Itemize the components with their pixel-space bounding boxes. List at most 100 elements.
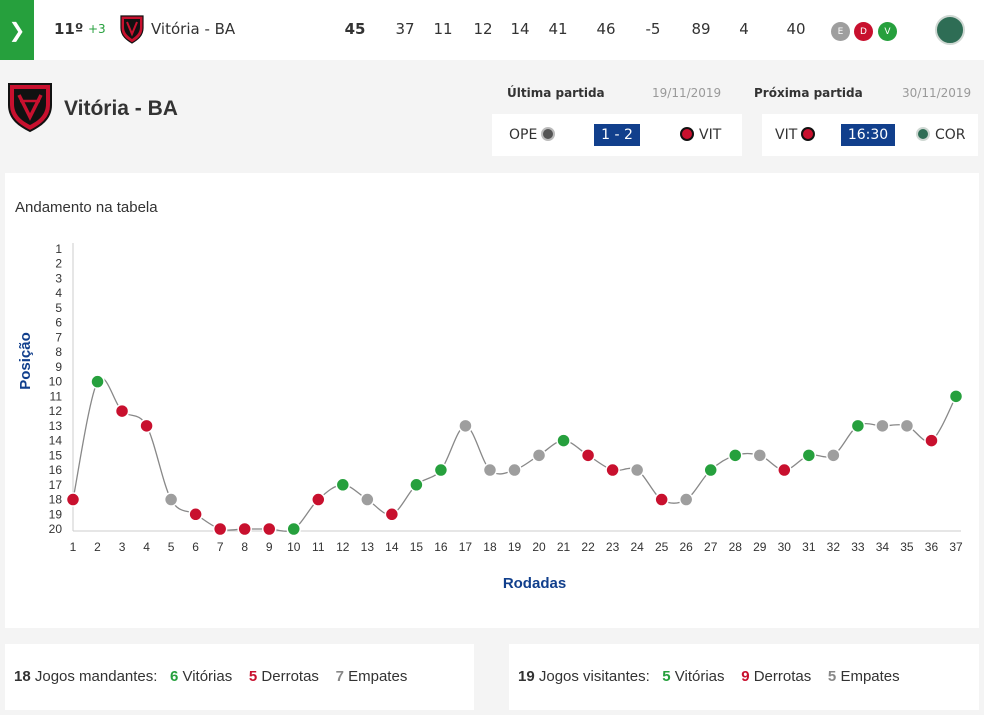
team-crest-icon <box>120 15 144 44</box>
x-tick-label: 28 <box>729 540 743 554</box>
x-tick-label: 36 <box>925 540 939 554</box>
data-point <box>777 462 792 478</box>
data-point <box>850 418 866 434</box>
next-match-card[interactable]: VIT 16:30 COR <box>762 114 978 156</box>
x-tick-label: 18 <box>483 540 497 554</box>
away-losses-label: Derrotas <box>753 668 812 685</box>
data-point <box>948 389 964 404</box>
chevron-right-icon[interactable]: ❯ <box>0 0 34 60</box>
y-tick-label: 3 <box>55 271 62 285</box>
x-tick-label: 19 <box>508 540 522 554</box>
data-point <box>899 418 915 434</box>
home-wins-label: Vitórias <box>182 668 233 685</box>
standings-chart-card: Andamento na tabela 1 2 3 4 5 6 7 8 9 10 11 12 13 14 1… <box>5 173 979 628</box>
x-tick-label: 16 <box>434 540 448 554</box>
x-tick-label: 4 <box>143 540 150 554</box>
x-tick-label: 35 <box>900 540 914 554</box>
data-point <box>924 433 939 448</box>
y-tick-label: 12 <box>49 404 63 418</box>
stat-value: 89 <box>691 20 711 38</box>
home-games-count: 18 <box>14 668 31 685</box>
last-match-away: VIT <box>699 127 722 143</box>
data-point <box>237 521 252 537</box>
team-header: Vitória - BA Última partida 19/11/2019 O… <box>0 70 984 168</box>
form-badge: V <box>878 22 897 41</box>
x-tick-label: 34 <box>876 540 890 554</box>
stat-value: 37 <box>395 20 415 38</box>
away-draws-count: 5 <box>827 668 837 685</box>
data-point <box>114 403 130 419</box>
next-match-away: COR <box>935 127 966 143</box>
home-losses-label: Derrotas <box>261 668 319 685</box>
y-tick-label: 9 <box>55 360 62 374</box>
x-tick-label: 29 <box>753 540 767 554</box>
x-tick-label: 13 <box>361 540 375 554</box>
y-tick-label: 20 <box>49 522 63 536</box>
x-tick-label: 37 <box>949 540 963 554</box>
data-point <box>409 477 424 493</box>
y-tick-label: 17 <box>49 478 63 492</box>
data-point <box>605 462 620 478</box>
opponent-crest-icon <box>541 127 556 141</box>
x-tick-label: 21 <box>557 540 571 554</box>
form-badge: E <box>831 22 850 41</box>
x-tick-label: 25 <box>655 540 669 554</box>
next-match-home: VIT <box>775 127 798 143</box>
data-point <box>703 462 718 478</box>
stat-value: 45 <box>344 20 366 38</box>
y-tick-label: 1 <box>55 242 62 256</box>
data-point <box>482 462 498 478</box>
x-tick-label: 6 <box>192 540 199 554</box>
data-point <box>65 492 81 507</box>
last-match-home: OPE <box>509 127 538 143</box>
x-tick-label: 2 <box>94 540 101 554</box>
away-games-count: 19 <box>518 668 535 685</box>
data-point <box>261 521 277 537</box>
data-point <box>433 462 449 478</box>
data-point <box>580 448 596 463</box>
next-match-date: 30/11/2019 <box>902 86 972 100</box>
stat-value: -5 <box>645 20 661 38</box>
x-tick-label: 10 <box>287 540 301 554</box>
data-point <box>335 477 351 493</box>
home-draws-count: 7 <box>335 668 344 685</box>
y-axis-label: Posição <box>17 332 34 390</box>
team-name: Vitória - BA <box>151 20 236 38</box>
data-point <box>507 462 522 478</box>
team-crest-icon <box>801 127 816 141</box>
x-tick-label: 9 <box>266 540 273 554</box>
last-match-date: 19/11/2019 <box>652 86 722 100</box>
x-tick-label: 1 <box>70 540 77 554</box>
x-tick-label: 31 <box>802 540 816 554</box>
x-tick-label: 14 <box>385 540 399 554</box>
last-match-label: Última partida <box>507 86 605 100</box>
away-draws-label: Empates <box>840 668 900 685</box>
data-point <box>826 448 841 463</box>
x-tick-label: 23 <box>606 540 620 554</box>
y-tick-label: 2 <box>55 257 62 271</box>
next-match-time: 16:30 <box>841 124 895 146</box>
away-games-label: Jogos visitantes: <box>538 668 650 685</box>
home-games-label: Jogos mandantes: <box>34 668 158 685</box>
stat-value: 40 <box>786 20 806 38</box>
stat-value: 11 <box>433 20 453 38</box>
data-point <box>90 374 105 389</box>
table-position: 11º <box>54 20 84 38</box>
x-tick-label: 11 <box>312 540 325 554</box>
data-point <box>752 448 768 463</box>
x-tick-label: 32 <box>827 540 841 554</box>
data-point <box>556 433 571 448</box>
data-point <box>629 462 645 478</box>
standings-row[interactable]: ❯ 11º +3 Vitória - BA 45 37 11 12 14 41 46 -5 89… <box>0 0 984 60</box>
home-draws-label: Empates <box>348 668 408 685</box>
y-tick-label: 6 <box>55 316 62 330</box>
y-tick-label: 16 <box>49 463 63 477</box>
away-losses-count: 9 <box>741 668 750 685</box>
x-tick-label: 8 <box>241 540 248 554</box>
opponent-crest-icon <box>935 15 965 45</box>
y-tick-label: 4 <box>55 286 62 300</box>
last-match-card[interactable]: OPE 1 - 2 VIT <box>492 114 742 156</box>
y-tick-label: 7 <box>55 330 62 344</box>
home-wins-count: 6 <box>169 668 179 685</box>
